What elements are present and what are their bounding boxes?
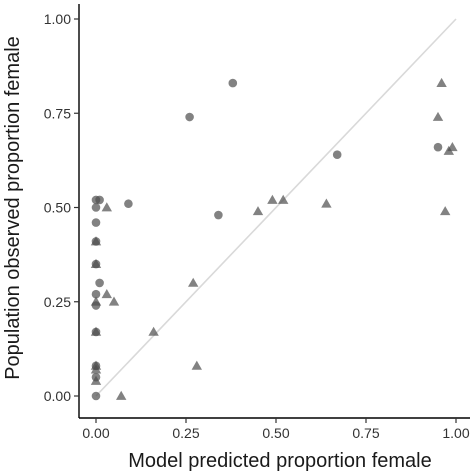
- data-point-triangle: [447, 141, 458, 152]
- data-point-triangle: [90, 326, 102, 336]
- y-tick-label: 1.00: [44, 11, 71, 27]
- y-axis-title: Population observed proportion female: [2, 36, 24, 380]
- x-tick-label: 0.00: [82, 425, 109, 441]
- data-point-triangle: [188, 277, 199, 287]
- data-point-triangle: [90, 296, 102, 306]
- data-point-triangle: [432, 111, 444, 121]
- reference-line-layer: [95, 18, 457, 397]
- data-point-circle: [91, 203, 101, 212]
- data-point-circle: [228, 78, 238, 88]
- data-point-triangle: [90, 236, 102, 246]
- data-point-circle: [91, 289, 101, 299]
- data-point-triangle: [101, 289, 112, 299]
- data-point-triangle: [90, 258, 102, 268]
- y-tick-label: 0.75: [44, 105, 71, 121]
- y-tick-label: 0.00: [44, 388, 71, 404]
- data-point-circle: [91, 391, 101, 401]
- data-point-circle: [91, 218, 101, 227]
- data-point-triangle: [440, 206, 451, 216]
- y-tick-label: 0.50: [44, 200, 71, 216]
- data-point-triangle: [108, 296, 120, 306]
- data-point-circle: [95, 278, 104, 288]
- x-tick-label: 0.75: [352, 425, 379, 441]
- x-tick-label: 1.00: [442, 425, 469, 441]
- data-point-triangle: [252, 206, 264, 216]
- data-point-triangle: [278, 194, 289, 204]
- x-axis-title: Model predicted proportion female: [128, 450, 432, 472]
- x-tick-label: 0.25: [172, 425, 199, 441]
- data-point-triangle: [101, 202, 112, 212]
- axes-layer: 0.00 0.00 0.25 0.25 0.50 0.50 0.75 0.75 1.00 1.00: [44, 4, 470, 441]
- data-point-triangle: [321, 198, 332, 208]
- data-point-triangle: [90, 375, 102, 385]
- identity-reference-line: [95, 18, 457, 397]
- data-point-triangle: [436, 77, 447, 87]
- data-point-triangle: [148, 326, 159, 336]
- x-tick-label: 0.50: [262, 425, 289, 441]
- data-point-triangle: [90, 364, 102, 374]
- data-point-triangle: [191, 360, 202, 370]
- data-point-circle: [95, 195, 104, 205]
- data-point-triangle: [116, 390, 127, 400]
- y-tick-label: 0.25: [44, 294, 71, 310]
- data-point-circle: [433, 142, 443, 152]
- data-point-triangle: [267, 194, 278, 204]
- data-point-circle: [214, 210, 223, 220]
- data-point-circle: [124, 199, 133, 209]
- data-point-circle: [185, 112, 194, 122]
- data-point-circle: [332, 150, 342, 160]
- data-points-layer: [90, 77, 458, 401]
